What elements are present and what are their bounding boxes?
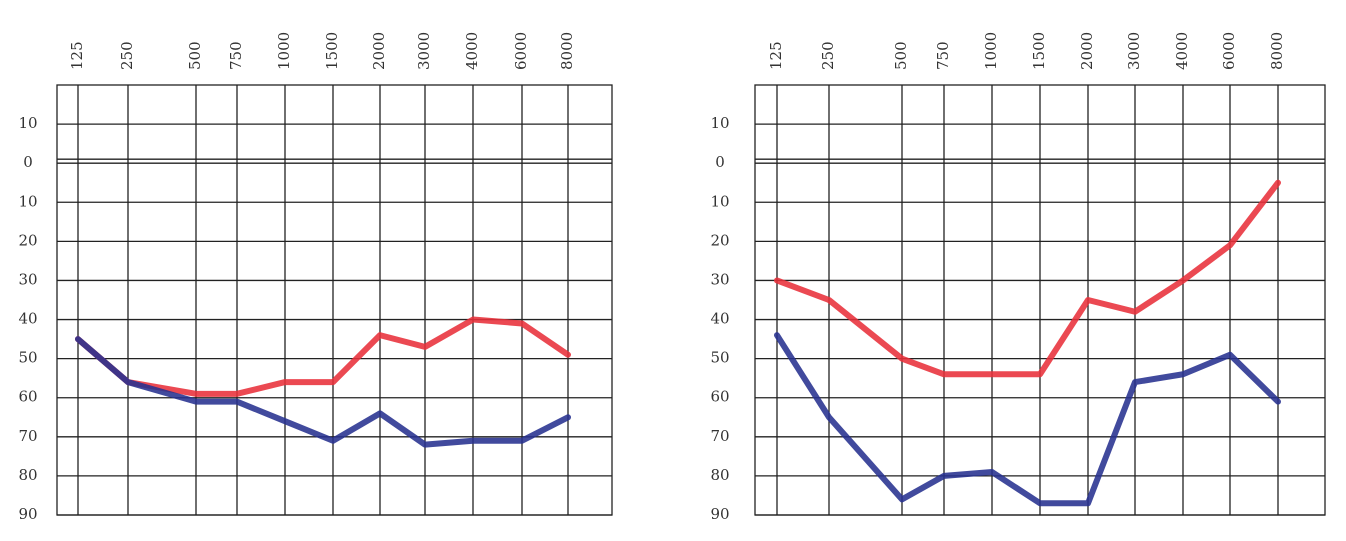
x-tick-label: 8000 bbox=[1268, 32, 1286, 70]
x-tick-label: 250 bbox=[118, 41, 136, 70]
x-tick-label: 750 bbox=[227, 41, 245, 70]
y-tick-label: 50 bbox=[18, 349, 37, 367]
y-tick-label: 80 bbox=[18, 466, 37, 484]
series-line bbox=[75, 316, 571, 397]
x-tick-label: 2000 bbox=[1078, 32, 1096, 70]
x-tick-label: 6000 bbox=[512, 32, 530, 70]
x-tick-label: 8000 bbox=[558, 32, 576, 70]
plot-frame bbox=[56, 84, 613, 516]
y-tick-label: 40 bbox=[710, 310, 729, 328]
y-tick-label: 10 bbox=[710, 114, 729, 132]
y-tick-label: 90 bbox=[18, 505, 37, 523]
y-tick-label: 40 bbox=[18, 310, 37, 328]
y-tick-label: 10 bbox=[18, 192, 37, 210]
y-tick-label: 70 bbox=[710, 427, 729, 445]
y-tick-label: 30 bbox=[18, 270, 37, 288]
y-tick-label: 60 bbox=[18, 388, 37, 406]
x-tick-label: 1000 bbox=[275, 32, 293, 70]
y-tick-label: 0 bbox=[23, 153, 33, 171]
x-tick-label: 3000 bbox=[415, 32, 433, 70]
series-line bbox=[774, 332, 1281, 507]
y-tick-label: 80 bbox=[710, 466, 729, 484]
x-tick-label: 500 bbox=[186, 41, 204, 70]
series-line bbox=[75, 336, 571, 448]
x-tick-label: 6000 bbox=[1220, 32, 1238, 70]
x-tick-label: 1500 bbox=[323, 32, 341, 70]
x-tick-label: 125 bbox=[68, 41, 86, 70]
y-tick-label: 0 bbox=[715, 153, 725, 171]
x-tick-label: 3000 bbox=[1125, 32, 1143, 70]
y-tick-label: 20 bbox=[710, 231, 729, 249]
y-tick-label: 60 bbox=[710, 388, 729, 406]
x-tick-label: 1500 bbox=[1030, 32, 1048, 70]
y-tick-label: 10 bbox=[18, 114, 37, 132]
x-tick-label: 1000 bbox=[982, 32, 1000, 70]
x-tick-label: 500 bbox=[892, 41, 910, 70]
x-tick-label: 250 bbox=[819, 41, 837, 70]
y-tick-label: 20 bbox=[18, 231, 37, 249]
x-tick-label: 4000 bbox=[463, 32, 481, 70]
x-tick-label: 125 bbox=[767, 41, 785, 70]
x-tick-label: 750 bbox=[934, 41, 952, 70]
y-tick-label: 70 bbox=[18, 427, 37, 445]
y-tick-label: 90 bbox=[710, 505, 729, 523]
y-tick-label: 50 bbox=[710, 349, 729, 367]
series-line bbox=[774, 179, 1281, 378]
x-tick-label: 4000 bbox=[1173, 32, 1191, 70]
x-tick-label: 2000 bbox=[370, 32, 388, 70]
y-tick-label: 30 bbox=[710, 270, 729, 288]
y-tick-label: 10 bbox=[710, 192, 729, 210]
